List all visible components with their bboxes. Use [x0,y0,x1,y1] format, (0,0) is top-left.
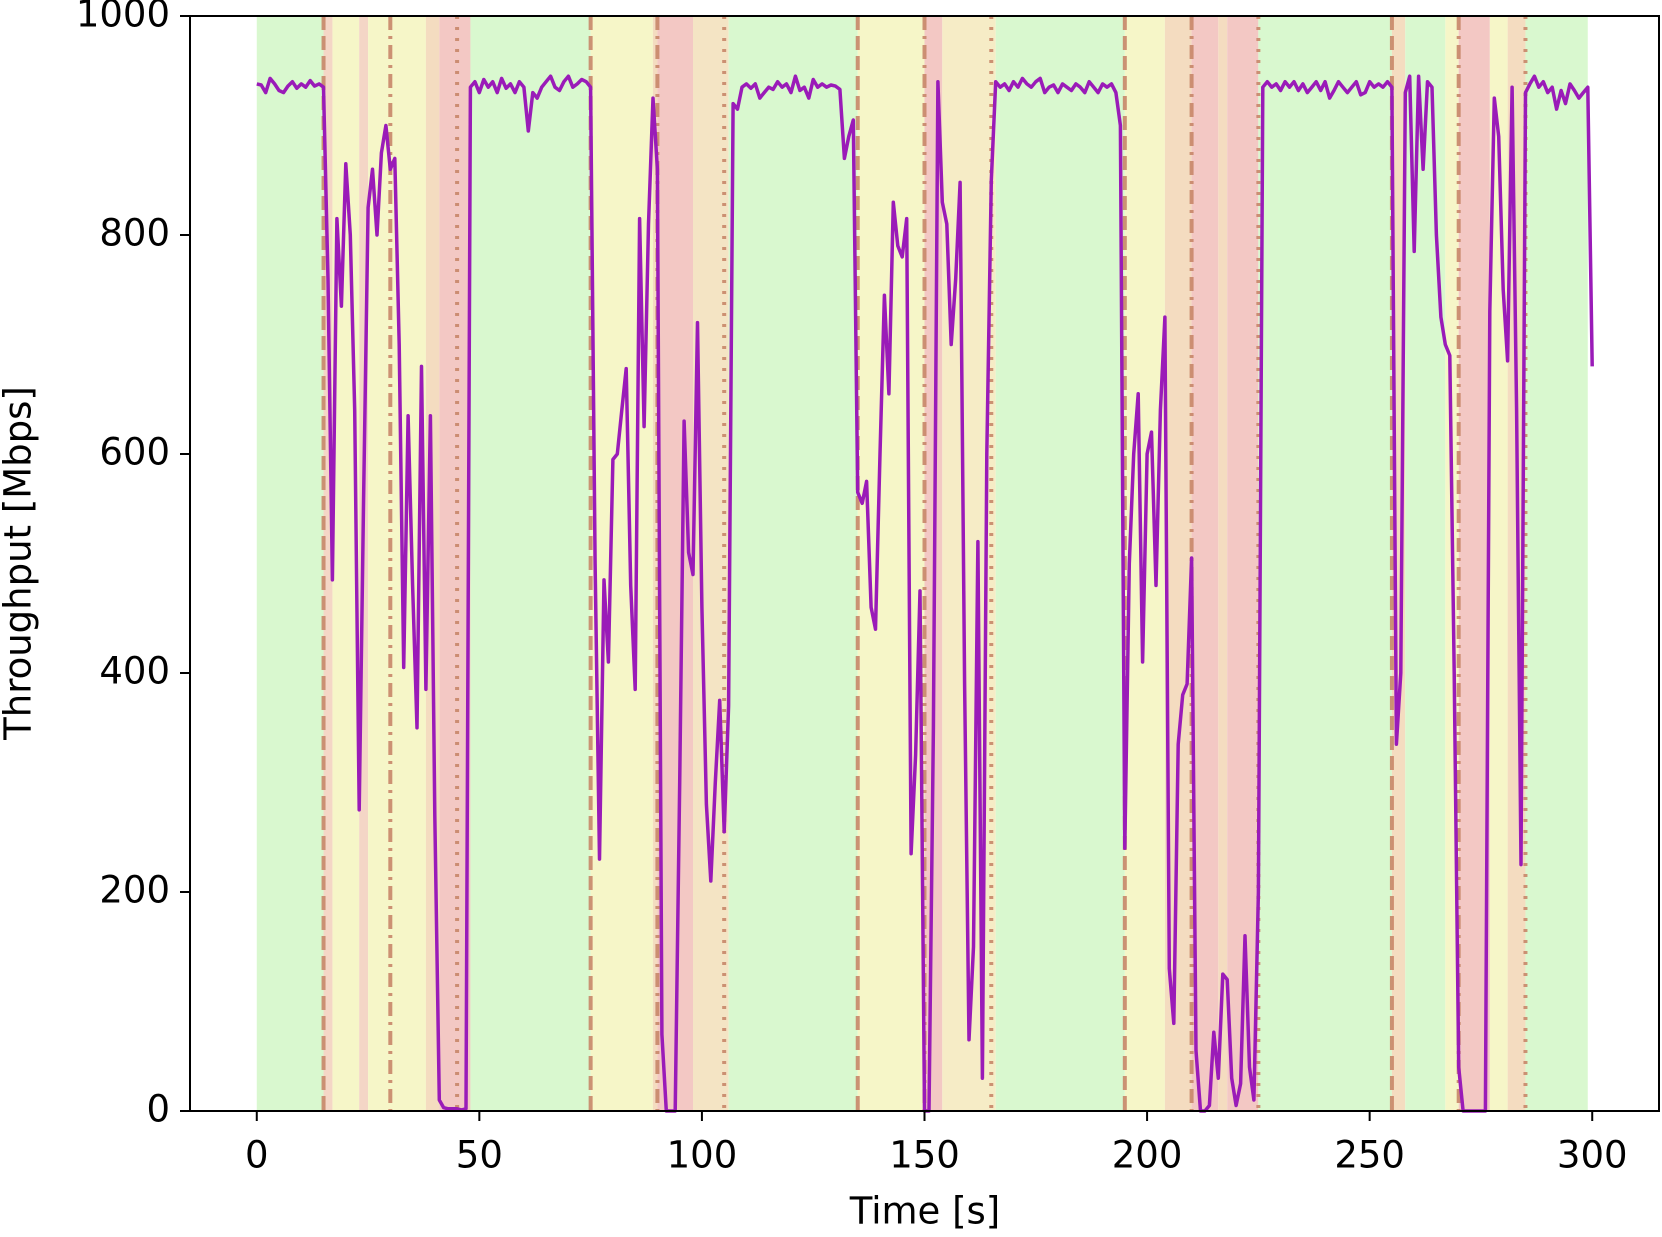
state-band [323,16,333,1111]
state-band [1391,16,1406,1111]
state-band [995,16,1125,1111]
y-tick-label: 400 [99,650,170,693]
y-axis-label: Throughput [Mbps] [0,386,40,741]
state-band [1258,16,1392,1111]
state-band [1525,16,1588,1111]
x-tick-label: 50 [456,1134,503,1177]
state-band [470,16,591,1111]
x-axis-label: Time [s] [849,1190,1000,1233]
state-band [1218,16,1228,1111]
state-band [590,16,653,1111]
x-tick-label: 0 [245,1134,269,1177]
x-tick-label: 300 [1557,1134,1628,1177]
state-band [693,16,729,1111]
state-band [1458,16,1490,1111]
y-tick-label: 0 [146,1088,170,1131]
state-band [657,16,694,1111]
x-tick-label: 150 [889,1134,960,1177]
state-band [652,16,658,1111]
y-tick-label: 200 [99,869,170,912]
state-band [1227,16,1259,1111]
state-band [256,16,324,1111]
x-tick-label: 200 [1112,1134,1183,1177]
x-tick-label: 100 [667,1134,738,1177]
y-tick-label: 800 [99,212,170,255]
state-band [857,16,925,1111]
state-band [728,16,858,1111]
y-tick-label: 1000 [76,0,170,36]
y-tick-label: 600 [99,431,170,474]
x-tick-label: 250 [1334,1134,1405,1177]
